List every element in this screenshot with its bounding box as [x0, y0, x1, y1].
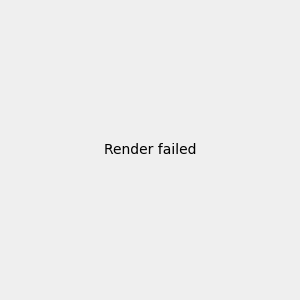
Text: Render failed: Render failed	[104, 143, 196, 157]
